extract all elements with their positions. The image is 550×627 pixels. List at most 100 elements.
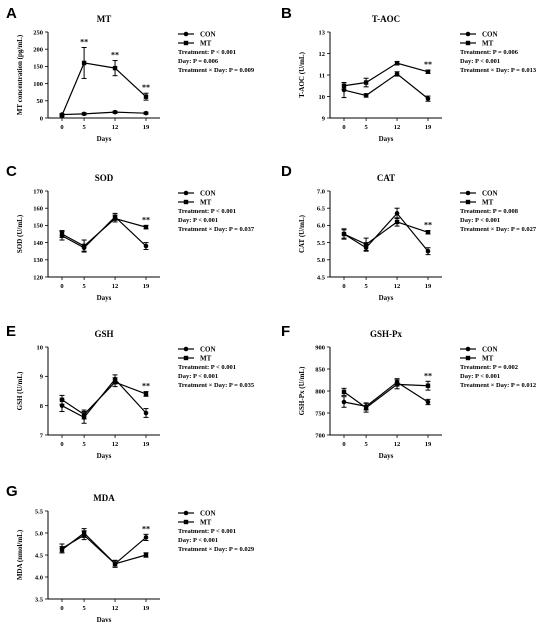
legend-marker-con	[183, 31, 189, 37]
stats-line: Treatment: P < 0.001	[178, 49, 236, 56]
data-point-con	[394, 71, 400, 77]
data-point-mt	[81, 530, 87, 536]
data-point-con	[143, 110, 149, 116]
legend-marker-con	[183, 510, 189, 516]
y-axis-label: GSH (U/mL)	[16, 371, 24, 410]
y-tick-label: 7.0	[317, 188, 325, 195]
panel-letter: B	[281, 5, 292, 22]
data-point-mt	[81, 243, 87, 249]
series-line-con	[343, 212, 429, 252]
legend-label-mt: MT	[200, 40, 212, 48]
panel-letter: A	[6, 5, 17, 22]
y-tick-label: 4.5	[35, 552, 44, 559]
x-tick-label: 19	[425, 441, 432, 448]
data-point-con	[394, 211, 400, 216]
data-point-mt	[59, 397, 65, 402]
x-axis-label: Days	[97, 616, 112, 622]
y-tick-label: 6.0	[317, 223, 325, 230]
legend-marker-mt	[465, 40, 471, 46]
legend-label-con: CON	[482, 190, 498, 198]
data-point-con	[341, 399, 347, 405]
data-point-con	[425, 399, 431, 405]
data-point-mt	[143, 391, 149, 397]
series-line-mt	[343, 62, 429, 87]
x-tick-label: 19	[143, 441, 150, 448]
chart-title: GSH	[94, 329, 113, 339]
data-point-mt	[143, 552, 149, 558]
x-tick-label: 19	[143, 283, 150, 290]
stats-line: Treatment × Day: P = 0.009	[178, 67, 255, 74]
y-tick-label: 50	[37, 98, 44, 105]
x-tick-label: 0	[60, 124, 63, 131]
y-tick-label: 4.0	[35, 574, 43, 581]
legend-label-con: CON	[482, 346, 498, 354]
data-point-mt	[425, 230, 431, 235]
legend-marker-mt	[465, 355, 471, 361]
x-tick-label: 5	[364, 124, 368, 131]
y-tick-label: 11	[319, 72, 325, 79]
legend-label-mt: MT	[482, 355, 494, 363]
y-tick-label: 6.5	[317, 206, 326, 213]
panel-letter: F	[281, 323, 290, 340]
legend-label-con: CON	[200, 346, 216, 354]
panel-c: C SOD 120 130 140 150 160 170 0 5 12 19 Days SOD (U/m…	[6, 163, 255, 302]
legend-marker-mt	[183, 519, 189, 525]
stats-line: Treatment × Day: P = 0.035	[178, 382, 255, 389]
data-point-mt	[363, 405, 369, 410]
legend-marker-mt	[183, 199, 189, 205]
series-line-mt	[343, 383, 429, 409]
legend-label-mt: MT	[482, 40, 494, 48]
y-axis-label: T-AOC (U/mL)	[298, 51, 306, 97]
stats-line: Day: P < 0.001	[460, 58, 500, 65]
x-tick-label: 5	[364, 283, 368, 290]
x-tick-label: 12	[394, 124, 401, 131]
legend-marker-con	[183, 346, 189, 352]
x-tick-label: 19	[143, 124, 150, 131]
data-point-mt	[59, 113, 65, 118]
series-line-mt	[61, 532, 147, 565]
x-axis-label: Days	[97, 294, 112, 302]
x-tick-label: 0	[342, 441, 345, 448]
x-tick-label: 5	[364, 441, 368, 448]
legend-label-con: CON	[200, 510, 216, 518]
data-point-con	[112, 109, 118, 115]
y-axis-label: SOD (U/mL)	[16, 214, 24, 253]
y-tick-label: 850	[315, 366, 325, 373]
data-point-mt	[363, 80, 369, 85]
y-tick-label: 7	[40, 432, 44, 439]
legend-marker-mt	[183, 40, 189, 46]
significance-marker: **	[142, 382, 150, 391]
data-point-mt	[394, 60, 400, 66]
series-line-mt	[61, 217, 147, 247]
y-tick-label: 750	[315, 410, 325, 417]
stats-line: Day: P < 0.001	[460, 373, 500, 380]
data-point-con	[143, 535, 149, 540]
legend-marker-mt	[465, 199, 471, 205]
stats-line: Treatment: P = 0.006	[460, 49, 519, 56]
stats-line: Treatment: P < 0.001	[178, 364, 236, 371]
y-tick-label: 5.0	[35, 530, 43, 537]
x-tick-label: 5	[82, 441, 86, 448]
y-tick-label: 5.5	[35, 508, 44, 515]
y-axis-label: GSH-Px (U/mL)	[298, 366, 306, 415]
y-axis-label: CAT (U/mL)	[298, 214, 306, 253]
significance-marker: **	[111, 51, 119, 60]
series-line-con	[343, 73, 429, 100]
legend-marker-con	[465, 190, 471, 196]
y-tick-label: 700	[315, 432, 325, 439]
data-point-mt	[143, 224, 149, 230]
significance-marker: **	[142, 83, 150, 92]
legend-marker-con	[183, 190, 189, 196]
stats-line: Treatment × Day: P = 0.012	[460, 382, 536, 389]
data-point-mt	[341, 231, 347, 237]
chart-title: GSH-Px	[370, 329, 403, 339]
x-tick-label: 12	[394, 441, 401, 448]
series-line-mt	[61, 381, 147, 416]
x-tick-label: 5	[82, 605, 86, 612]
y-tick-label: 0	[40, 115, 43, 122]
x-axis-label: Days	[379, 294, 394, 302]
data-point-mt	[363, 242, 369, 247]
series-line-mt	[343, 221, 429, 246]
